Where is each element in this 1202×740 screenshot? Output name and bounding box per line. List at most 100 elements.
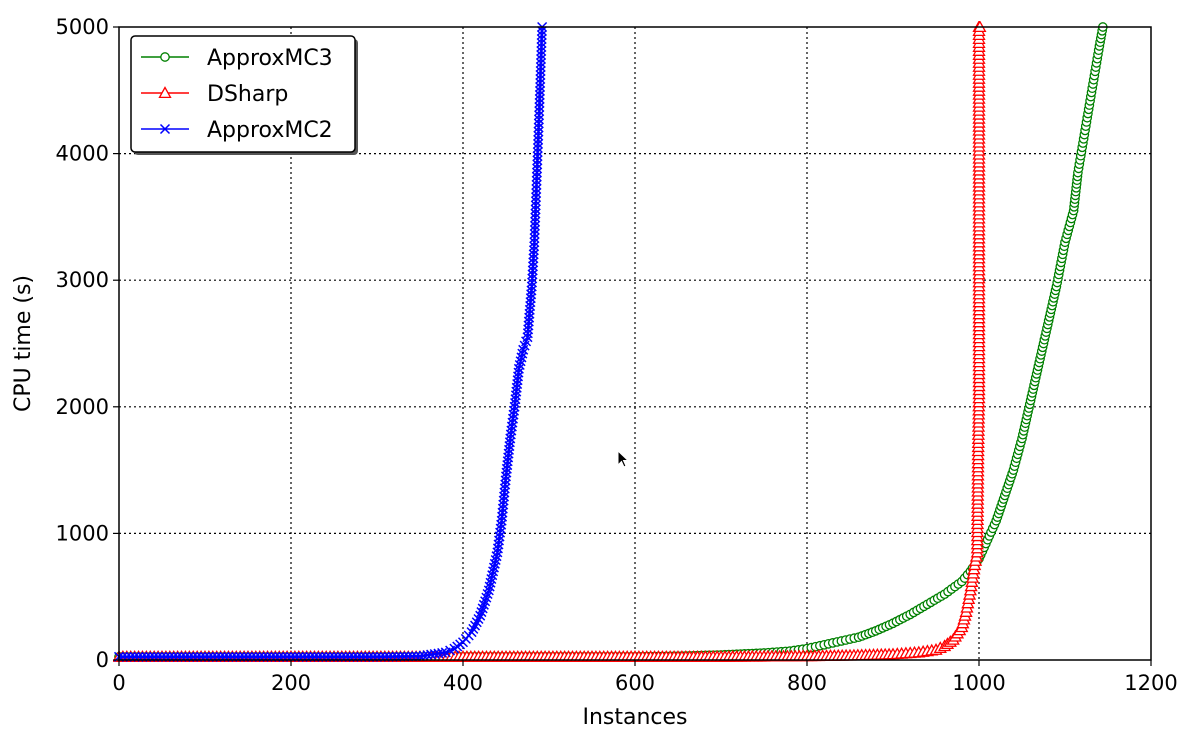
legend-box bbox=[130, 35, 356, 153]
approxmc2-point bbox=[534, 89, 545, 100]
approxmc2-point bbox=[527, 265, 538, 276]
approxmc2-point bbox=[535, 77, 546, 89]
approxmc2-point bbox=[531, 183, 542, 195]
x-tick-label: 1000 bbox=[952, 671, 1005, 695]
x-tick-label: 600 bbox=[615, 671, 655, 695]
legend-label-approxmc3: ApproxMC3 bbox=[207, 46, 333, 71]
y-tick-label: 3000 bbox=[56, 268, 109, 292]
y-tick-label: 1000 bbox=[56, 521, 109, 545]
approxmc2-point bbox=[536, 37, 547, 49]
approxmc2-point bbox=[491, 551, 502, 562]
approxmc2-point bbox=[526, 281, 537, 292]
approxmc2-point bbox=[515, 356, 526, 367]
legend-label-dsharp: DSharp bbox=[207, 82, 288, 107]
approxmc2-point bbox=[536, 49, 547, 61]
approxmc2-point bbox=[478, 599, 489, 610]
approxmc2-point bbox=[497, 507, 508, 518]
approxmc2-point bbox=[530, 208, 541, 219]
approxmc2-point bbox=[530, 212, 541, 223]
legend: ApproxMC3 DSharp ApproxMC2 bbox=[130, 35, 358, 155]
approxmc2-point bbox=[533, 114, 544, 125]
plot-series bbox=[113, 21, 1108, 662]
approxmc2-point bbox=[536, 25, 548, 37]
approxmc2-point bbox=[534, 85, 545, 96]
approxmc2-point bbox=[528, 245, 539, 256]
approxmc2-point bbox=[499, 483, 510, 494]
approxmc2-point bbox=[533, 130, 544, 141]
approxmc2-point bbox=[523, 320, 534, 331]
approxmc2-point bbox=[536, 45, 547, 57]
approxmc2-point bbox=[486, 573, 497, 585]
approxmc2-point bbox=[534, 110, 545, 121]
approxmc2-point bbox=[527, 273, 538, 284]
y-tick-label: 5000 bbox=[56, 15, 109, 39]
approxmc2-point bbox=[531, 171, 542, 182]
approxmc2-point bbox=[535, 81, 546, 92]
approxmc2-point bbox=[489, 558, 500, 569]
approxmc2-point bbox=[517, 348, 528, 359]
approxmc2-point bbox=[533, 122, 544, 133]
approxmc2-point bbox=[530, 196, 541, 207]
axis-ticks: 0 200 400 600 800 1000 1200 0 1000 2000 3000 4000 50… bbox=[56, 15, 1178, 695]
x-tick-label: 800 bbox=[787, 671, 827, 695]
approxmc2-point bbox=[513, 363, 524, 374]
approxmc2-point bbox=[536, 53, 547, 65]
approxmc2-point bbox=[527, 277, 538, 288]
approxmc2-point bbox=[534, 106, 545, 117]
approxmc2-point bbox=[531, 188, 542, 199]
approxmc2-point bbox=[536, 41, 547, 53]
approxmc2-point bbox=[525, 297, 536, 308]
approxmc2-point bbox=[534, 102, 545, 113]
approxmc2-point bbox=[533, 118, 544, 129]
approxmc2-point bbox=[477, 603, 488, 614]
approxmc2-point bbox=[532, 159, 543, 170]
approxmc2-point bbox=[529, 233, 540, 244]
approxmc2-point bbox=[527, 269, 538, 280]
approxmc2-point bbox=[476, 607, 487, 618]
approxmc2-point bbox=[524, 304, 535, 315]
y-tick-label: 4000 bbox=[56, 142, 109, 166]
approxmc2-point bbox=[524, 308, 535, 319]
approxmc2-point bbox=[526, 285, 537, 296]
approxmc2-point bbox=[527, 261, 539, 272]
approxmc2-point bbox=[532, 155, 543, 166]
approxmc2-point bbox=[525, 300, 536, 312]
approxmc2-point bbox=[530, 200, 541, 211]
approxmc2-point bbox=[514, 359, 525, 371]
approxmc2-point bbox=[531, 175, 542, 186]
approxmc2-point bbox=[480, 596, 491, 607]
approxmc2-point bbox=[529, 241, 540, 252]
approxmc2-point bbox=[531, 192, 542, 203]
approxmc2-point bbox=[523, 324, 534, 335]
y-tick-label: 2000 bbox=[56, 395, 109, 419]
approxmc2-point bbox=[535, 69, 546, 81]
approxmc2-point bbox=[534, 97, 545, 108]
approxmc2-point bbox=[535, 61, 546, 73]
approxmc2-point bbox=[528, 253, 539, 264]
approxmc2-point bbox=[532, 147, 543, 158]
approxmc2-point bbox=[490, 554, 501, 566]
approxmc2-point bbox=[532, 163, 543, 174]
approxmc2-point bbox=[531, 179, 542, 190]
approxmc2-point bbox=[531, 167, 542, 178]
approxmc2-point bbox=[516, 352, 527, 363]
x-tick-label: 0 bbox=[112, 671, 125, 695]
approxmc2-point bbox=[497, 511, 508, 522]
approxmc2-point bbox=[522, 328, 533, 339]
x-tick-label: 400 bbox=[443, 671, 483, 695]
approxmc2-point bbox=[485, 577, 496, 588]
approxmc2-point bbox=[488, 562, 499, 573]
approxmc2-point bbox=[528, 249, 539, 260]
approxmc2-point bbox=[534, 93, 545, 104]
approxmc2-point bbox=[532, 138, 544, 149]
approxmc2-point bbox=[533, 134, 544, 145]
approxmc2-point bbox=[498, 499, 509, 510]
approxmc2-point bbox=[497, 503, 508, 514]
y-axis-label: CPU time (s) bbox=[11, 275, 36, 412]
y-tick-label: 0 bbox=[96, 648, 109, 672]
approxmc2-point bbox=[526, 289, 537, 300]
approxmc2-point bbox=[529, 228, 540, 240]
approxmc2-point bbox=[533, 126, 544, 137]
approxmc2-point bbox=[500, 479, 511, 490]
